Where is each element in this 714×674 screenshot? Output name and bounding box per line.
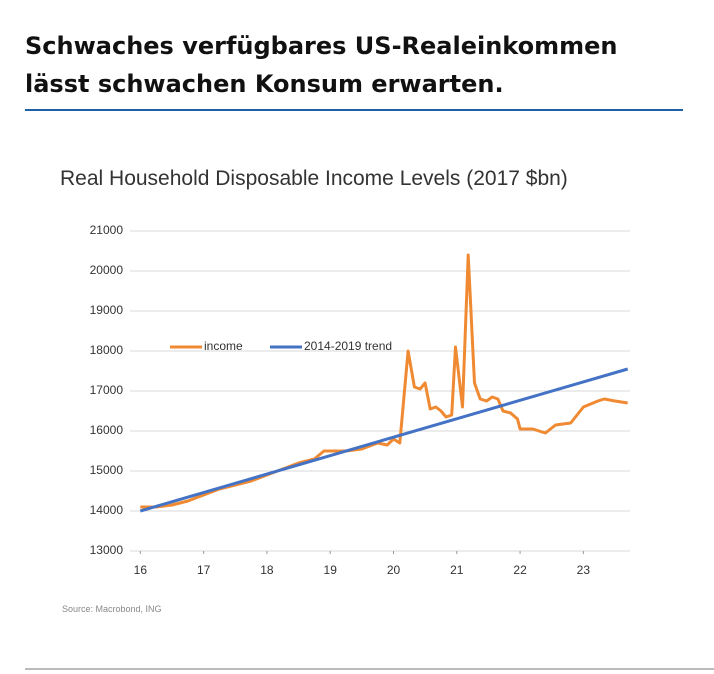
chart-title: Real Household Disposable Income Levels … (60, 167, 568, 190)
source: Source: Macrobond, ING (62, 604, 162, 614)
y-tick-label: 17000 (90, 383, 124, 397)
y-tick-label: 14000 (90, 503, 124, 517)
x-tick-label: 23 (577, 563, 591, 577)
x-tick-label: 18 (260, 563, 274, 577)
legend-label: income (204, 339, 243, 353)
y-tick-label: 19000 (90, 303, 124, 317)
y-tick-label: 13000 (90, 543, 124, 557)
x-tick-label: 17 (197, 563, 211, 577)
y-tick-label: 15000 (90, 463, 124, 477)
y-tick-label: 16000 (90, 423, 124, 437)
y-tick-label: 21000 (90, 223, 124, 237)
y-tick-label: 18000 (90, 343, 124, 357)
x-tick-label: 19 (324, 563, 338, 577)
legend-label: 2014-2019 trend (304, 339, 392, 353)
headline: Schwaches verfügbares US-Realeinkommen (25, 32, 617, 60)
x-tick-label: 21 (450, 563, 464, 577)
data-line (139, 367, 629, 513)
headline: lässt schwachen Konsum erwarten. (25, 70, 504, 98)
y-tick-label: 20000 (90, 263, 124, 277)
x-tick-label: 22 (513, 563, 527, 577)
x-tick-label: 20 (387, 563, 401, 577)
data-line (140, 253, 628, 509)
x-tick-label: 16 (134, 563, 148, 577)
